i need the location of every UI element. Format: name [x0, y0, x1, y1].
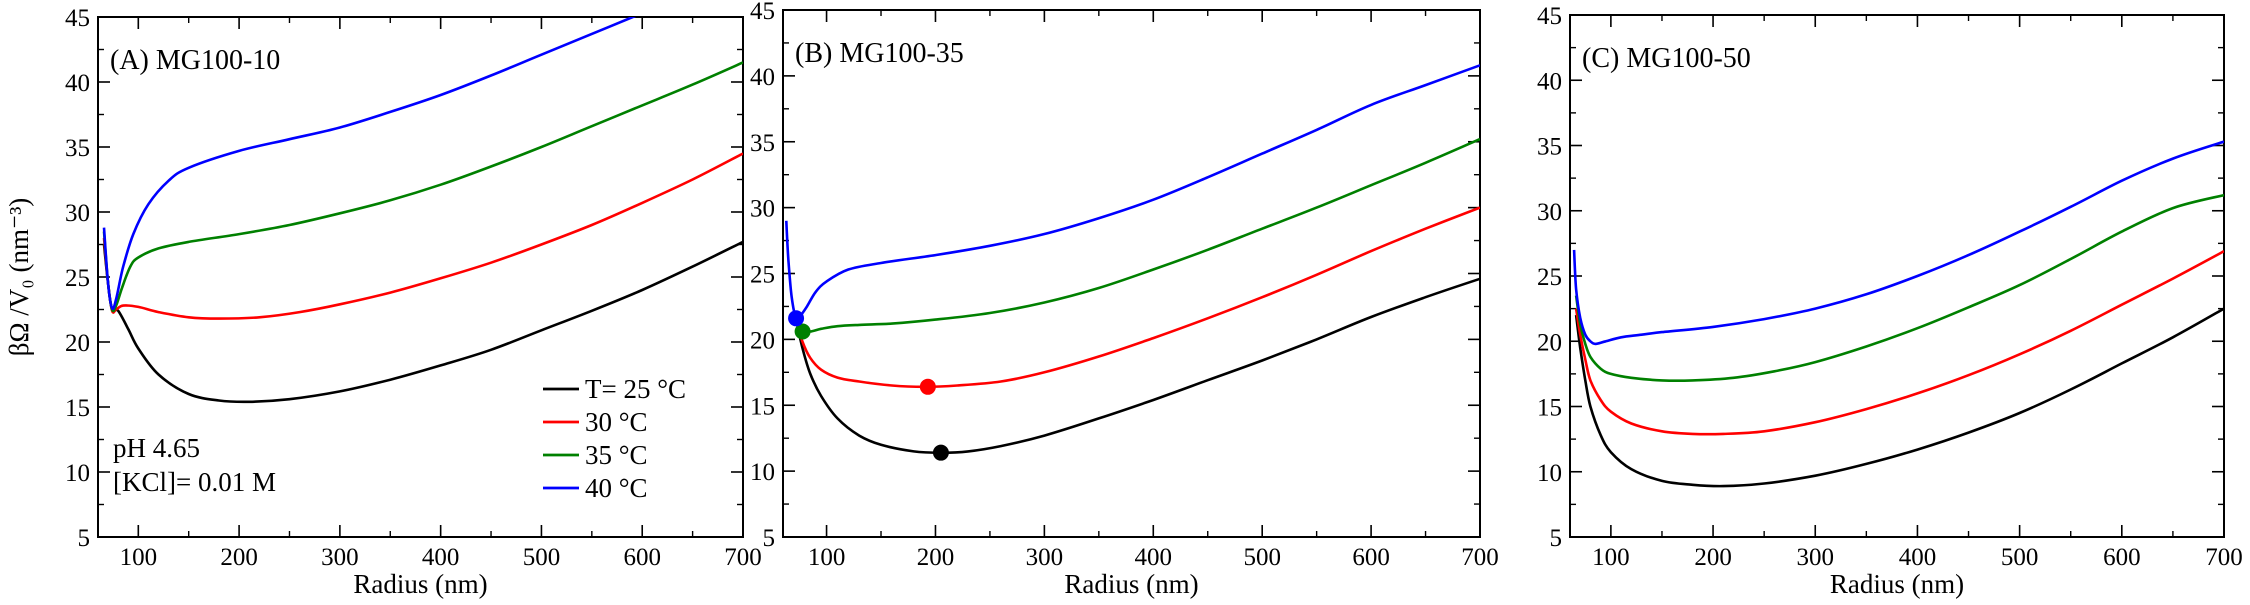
panel-1-ytick-label-40: 40 [65, 70, 90, 97]
panel-3-ytick-label-5: 5 [1550, 525, 1563, 552]
panel-2-series-2-line [794, 206, 1480, 389]
panel-1: 5 10 15 20 25 30 35 40 45 100 200 300 400 500 600 700 Ra… [4, 5, 762, 599]
panel-1-xtick-label-500: 500 [523, 544, 561, 571]
panel-3-xtick-label-500: 500 [2001, 544, 2039, 571]
panel-1-series-4-line [102, 17, 637, 311]
panel-2-series-3-minimum-marker [794, 323, 811, 340]
panel-3-curves [1572, 140, 2224, 488]
panel-1-ytick-label-5: 5 [78, 525, 91, 552]
panel-2-ytick-label-40: 40 [750, 64, 775, 91]
panel-1-ytick-label-45: 45 [65, 5, 90, 32]
panel-2-xtick-label-700: 700 [1461, 544, 1499, 571]
panel-1-ytick-label-15: 15 [65, 395, 90, 422]
panel-3-x-axis-title: Radius (nm) [1830, 569, 1964, 599]
panel-3-series-2-line [1574, 250, 2224, 436]
panel-2-xtick-label-300: 300 [1026, 544, 1064, 571]
panel-3-ytick-label-45: 45 [1537, 3, 1562, 30]
panel-2-series-3-line [794, 137, 1480, 333]
panel-2-xtick-label-100: 100 [808, 544, 846, 571]
panel-3-ytick-label-40: 40 [1537, 68, 1562, 95]
panel-1-xtick-label-200: 200 [220, 544, 258, 571]
panel-3-ytick-label-15: 15 [1537, 395, 1562, 422]
panel-2-series-4-minimum-marker [788, 310, 805, 327]
panel-1-curves [102, 17, 743, 404]
panel-2-series-4-line [785, 64, 1480, 321]
panel-2-ytick-label-5: 5 [763, 525, 776, 552]
panel-2-ytick-label-35: 35 [750, 130, 775, 157]
panel-3-ytick-label-30: 30 [1537, 199, 1562, 226]
panel-3-frame [1569, 14, 2225, 538]
panel-1-label: (A) MG100-10 [110, 45, 280, 76]
panel-3-xtick-label-300: 300 [1797, 544, 1835, 571]
panel-3-label: (C) MG100-50 [1582, 43, 1751, 74]
panel-1-y-axis-title: βΩ /V₀ (nm⁻³) [4, 198, 34, 357]
panel-2-ytick-label-10: 10 [750, 459, 775, 486]
panel-2-series-2-minimum-marker [919, 378, 936, 395]
panel-1-condition-2: [KCl]= 0.01 M [113, 467, 276, 497]
panel-3-xtick-label-200: 200 [1694, 544, 1732, 571]
panel-1-legend-entry-3: 35 °C [585, 440, 648, 470]
panel-2-curves [785, 64, 1480, 454]
panel-3-ytick-label-20: 20 [1537, 329, 1562, 356]
panel-1-ytick-label-30: 30 [65, 200, 90, 227]
panel-2-x-axis-title: Radius (nm) [1064, 569, 1198, 599]
panel-3-xtick-label-100: 100 [1592, 544, 1630, 571]
panel-2-ytick-label-30: 30 [750, 196, 775, 223]
panel-1-xtick-label-100: 100 [120, 544, 158, 571]
panel-2-xtick-label-400: 400 [1135, 544, 1173, 571]
panel-2-series-1-line [794, 277, 1480, 454]
panel-2-ytick-label-20: 20 [750, 327, 775, 354]
panel-2-frame [782, 9, 1481, 538]
panel-1-ytick-label-20: 20 [65, 330, 90, 357]
panel-2-xtick-label-200: 200 [917, 544, 955, 571]
panel-1-series-2-line [102, 152, 743, 320]
panel-1-xtick-label-700: 700 [724, 544, 762, 571]
panel-3-ytick-label-35: 35 [1537, 134, 1562, 161]
panel-1-legend-entry-2: 30 °C [585, 407, 648, 437]
panel-2-ytick-label-15: 15 [750, 393, 775, 420]
panel-3-xtick-label-600: 600 [2103, 544, 2141, 571]
panel-3: 5 10 15 20 25 30 35 40 45 100 200 300 400 500 600 700 Ra… [1537, 3, 2243, 599]
panel-2-xtick-label-600: 600 [1352, 544, 1390, 571]
panel-2: 5 10 15 20 25 30 35 40 45 100 200 300 400 500 600 700 Ra… [750, 0, 1499, 599]
panel-3-series-1-line [1574, 307, 2224, 488]
panel-1-xtick-label-300: 300 [321, 544, 359, 571]
panel-2-series-1-minimum-marker [932, 444, 949, 461]
panel-3-series-3-line [1574, 193, 2224, 382]
panel-2-label: (B) MG100-35 [795, 38, 964, 69]
panel-1-xtick-label-600: 600 [623, 544, 661, 571]
panel-1-ytick-label-35: 35 [65, 135, 90, 162]
panel-3-ytick-label-10: 10 [1537, 460, 1562, 487]
panel-2-ytick-label-25: 25 [750, 262, 775, 289]
panel-1-legend-entry-1: T= 25 °C [585, 374, 686, 404]
panel-1-ytick-label-25: 25 [65, 265, 90, 292]
panel-1-ytick-label-10: 10 [65, 460, 90, 487]
panel-1-legend-entry-4: 40 °C [585, 473, 648, 503]
panel-1-series-3-line [102, 61, 743, 313]
panel-1-x-axis-title: Radius (nm) [353, 569, 487, 599]
panel-3-xtick-label-400: 400 [1899, 544, 1937, 571]
panel-2-xtick-label-500: 500 [1243, 544, 1281, 571]
panel-3-series-4-line [1572, 140, 2224, 346]
panel-3-xtick-label-700: 700 [2205, 544, 2243, 571]
panel-1-series-1-line [102, 240, 743, 404]
panel-3-ytick-label-25: 25 [1537, 264, 1562, 291]
panel-2-ytick-label-45: 45 [750, 0, 775, 25]
panel-1-xtick-label-400: 400 [422, 544, 460, 571]
panel-1-condition-1: pH 4.65 [113, 433, 200, 463]
